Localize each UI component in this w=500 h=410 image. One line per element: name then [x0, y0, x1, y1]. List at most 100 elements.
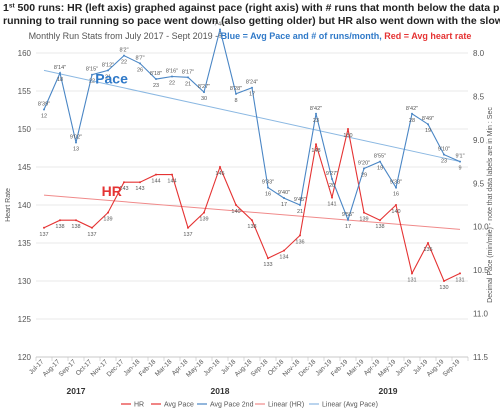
hr-point [395, 204, 397, 206]
hr-data-label: 145 [215, 171, 224, 177]
hr-point [107, 211, 109, 214]
run-count-label: 18 [57, 77, 63, 83]
hr-data-label: 133 [263, 262, 272, 268]
headline-text: 500 runs: HR (left axis) graphed against… [15, 2, 500, 14]
pace-data-label: 9'40" [278, 190, 290, 196]
pace-point [363, 167, 365, 170]
right-tick-label: 11.5 [473, 353, 489, 362]
pace-data-label: 9'02" [70, 134, 82, 140]
hr-data-label: 141 [327, 201, 336, 207]
pace-point [235, 92, 237, 95]
pace-data-label: 8'17" [182, 69, 194, 75]
pace-data-label: 9'45" [294, 197, 306, 203]
run-count-label: 28 [409, 118, 415, 124]
run-count-label: 29 [361, 173, 367, 179]
run-count-label: 26 [137, 67, 143, 73]
hr-point [155, 173, 157, 176]
hr-point [411, 272, 413, 275]
pace-point [347, 218, 349, 221]
pace-point [411, 112, 413, 115]
hr-point [347, 128, 349, 130]
run-count-label: 19 [425, 128, 431, 134]
hr-point [235, 204, 237, 206]
legend-label: Avg Pace 2nd [210, 402, 254, 409]
hr-data-label: 137 [39, 232, 48, 238]
pace-data-label: 8'42" [310, 106, 322, 112]
pace-point [219, 28, 221, 31]
hr-data-label: 143 [135, 186, 144, 192]
pace-data-label: 8'15" [86, 67, 98, 73]
left-tick-label: 150 [18, 125, 32, 134]
pace-data-label: 8'16" [166, 68, 178, 74]
x-tick-label: Jun-18 [202, 358, 221, 377]
hr-data-label: 139 [103, 217, 112, 223]
pace-point [283, 197, 285, 200]
hr-point [299, 234, 301, 237]
pace-data-label: 9'20" [358, 161, 370, 167]
pace-data-label: 8'18" [150, 71, 162, 77]
trend-line [43, 69, 461, 163]
pace-point [75, 141, 77, 144]
hr-point [443, 280, 445, 282]
right-axis-label: Decimal Pace (min/mile) - note that data… [487, 107, 494, 303]
run-count-label: 21 [105, 74, 111, 80]
pace-data-label: 8'7" [135, 55, 144, 61]
pace-point [155, 78, 157, 81]
left-tick-label: 135 [18, 239, 32, 248]
pace-data-label: 7'44" [214, 22, 226, 28]
trend-line [43, 194, 461, 230]
hr-point [331, 196, 333, 199]
pace-data-label: 8'49" [422, 116, 434, 122]
x-tick-label: Dec-17 [106, 358, 126, 378]
hr-point [91, 226, 93, 229]
hr-point [171, 173, 173, 176]
hr-point [187, 226, 189, 229]
run-count-label: 16 [265, 192, 271, 198]
pace-point [43, 108, 45, 111]
subtitle-red-text: Red = Avg heart rate [384, 31, 471, 41]
hr-point [139, 181, 141, 184]
year-label: 2017 [67, 386, 86, 396]
hr-data-label: 135 [423, 247, 432, 253]
year-label: 2018 [211, 386, 230, 396]
run-count-label: 8 [234, 98, 237, 104]
legend-label: Linear (Avg Pace) [322, 402, 378, 409]
hr-point [283, 249, 285, 252]
hr-data-label: 131 [455, 277, 464, 283]
pace-data-label: 8'2" [119, 48, 128, 54]
hr-data-label: 137 [87, 232, 96, 238]
year-labels: 2017 2018 2019 [67, 386, 398, 396]
hr-point [315, 143, 317, 146]
pace-point [267, 186, 269, 189]
pace-point [443, 153, 445, 156]
pace-data-label: 9'33" [390, 180, 402, 186]
headline-line-1: 1st 500 runs: HR (left axis) graphed aga… [3, 2, 500, 14]
headline-number: 1 [3, 2, 9, 14]
pace-point [91, 73, 93, 76]
run-count-label: 5 [218, 34, 221, 40]
gridlines [35, 52, 469, 361]
run-count-label: 22 [121, 60, 127, 66]
subtitle-blue-text: Blue = Avg Pace and # of runs/month, [221, 31, 382, 41]
right-tick-label: 8.0 [473, 49, 485, 58]
left-tick-label: 145 [18, 163, 32, 172]
hr-data-label: 130 [439, 285, 448, 291]
pace-annotation: Pace [95, 70, 128, 86]
hr-data-label: 140 [391, 209, 400, 215]
left-tick-label: 160 [18, 49, 32, 58]
x-tick-label: Jun-19 [394, 358, 413, 377]
right-tick-label: 9.5 [473, 179, 485, 188]
run-count-label: 23 [313, 118, 319, 124]
hr-data-label: 150 [343, 133, 352, 139]
hr-point [251, 219, 253, 222]
hr-data-label: 136 [295, 239, 304, 245]
run-count-label: 21 [297, 209, 303, 215]
run-count-label: 12 [41, 113, 47, 119]
pace-data-label: 9'10" [438, 147, 450, 153]
chart-subtitle: Monthly Run Stats from July 2017 - Sept … [29, 31, 472, 41]
pace-point [395, 186, 397, 189]
x-tick-label: Mar-18 [154, 358, 174, 378]
hr-data-label: 140 [231, 209, 240, 215]
pace-point [107, 69, 109, 72]
